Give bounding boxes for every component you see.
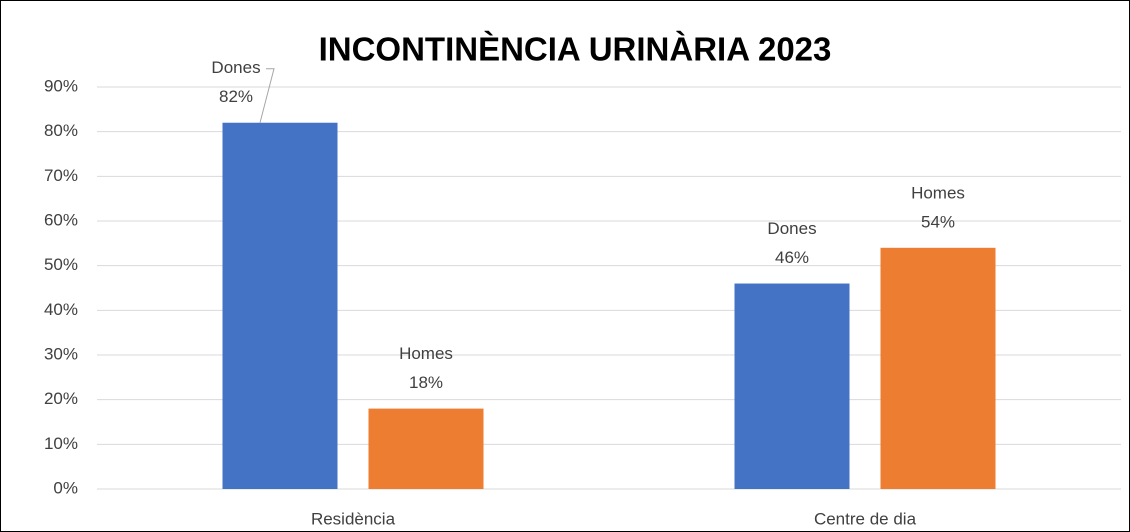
y-tick-label: 40%	[44, 300, 78, 319]
data-label-name: Dones	[767, 219, 816, 238]
y-tick-label: 20%	[44, 389, 78, 408]
data-label-name: Homes	[399, 344, 453, 363]
x-tick-label: Residència	[311, 509, 396, 528]
y-tick-label: 60%	[44, 210, 78, 229]
y-tick-label: 90%	[44, 76, 78, 95]
data-label: 46%	[775, 248, 809, 267]
bar	[734, 283, 850, 489]
y-tick-label: 50%	[44, 255, 78, 274]
y-tick-label: 30%	[44, 344, 78, 363]
data-label: 54%	[921, 212, 955, 231]
data-label-name: Homes	[911, 183, 965, 202]
data-label: 82%	[219, 87, 253, 106]
y-tick-label: 80%	[44, 121, 78, 140]
bar	[222, 122, 338, 489]
y-tick-label: 70%	[44, 166, 78, 185]
bar	[880, 247, 996, 489]
data-label: 18%	[409, 373, 443, 392]
y-tick-label: 10%	[44, 434, 78, 453]
y-tick-label: 0%	[53, 478, 78, 497]
data-label-name: Dones	[211, 58, 260, 77]
x-tick-label: Centre de dia	[814, 509, 917, 528]
leader-line	[259, 68, 275, 123]
bar	[368, 408, 484, 489]
chart-title: INCONTINÈNCIA URINÀRIA 2023	[319, 31, 832, 68]
